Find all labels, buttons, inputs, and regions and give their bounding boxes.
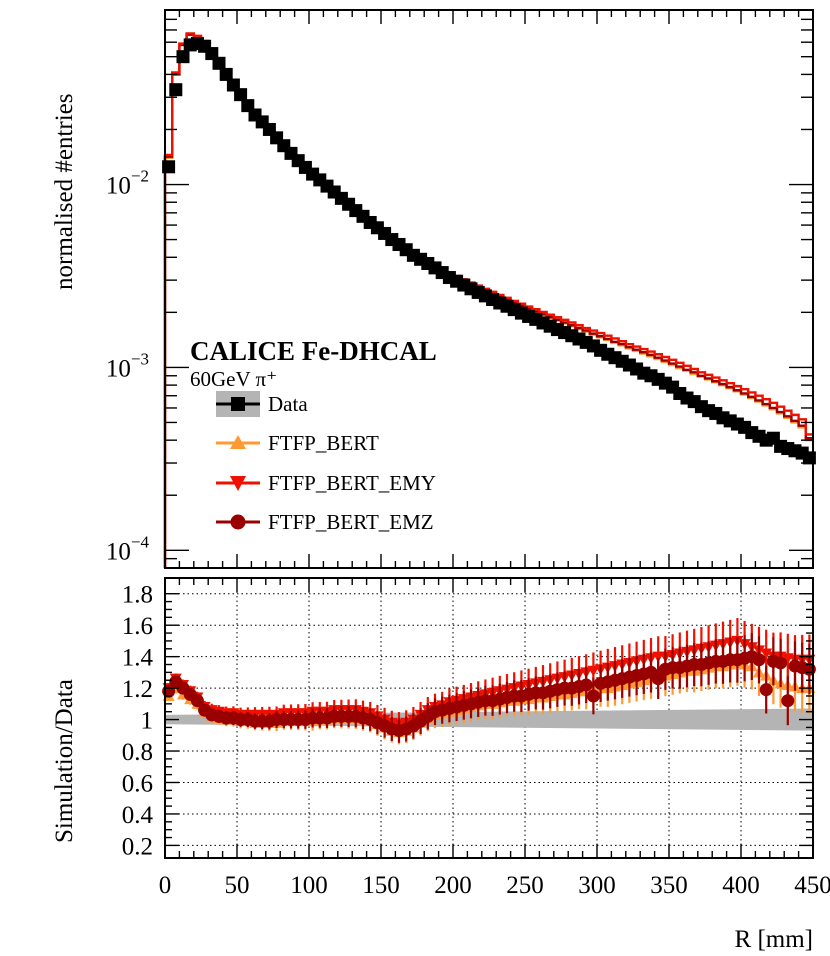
ratio-point-ftfp-bert-emz (651, 672, 665, 686)
ratio-y-tick-label: 1 (141, 708, 154, 735)
main-y-tick-label: 10−2 (106, 167, 149, 200)
ratio-y-tick-label: 0.4 (122, 802, 154, 829)
main-y-tick-label: 10−3 (106, 349, 149, 382)
main-y-axis-label: normalised #entries (51, 94, 78, 290)
legend-entries: Data FTFP_BERT FTFP_BERT_EMY FTFP_BERT_EMZ (216, 391, 436, 534)
data-point (234, 88, 248, 102)
beam-label: 60GeV π⁺ (190, 367, 277, 391)
ratio-point-ftfp-bert-emz (774, 656, 788, 670)
x-tick-label: 300 (578, 872, 616, 899)
data-point (219, 67, 233, 81)
main-panel: 10−2 10−3 10−4 normalised #entries (51, 9, 816, 569)
x-tick-label: 200 (434, 872, 472, 899)
legend-marker-data (231, 397, 245, 411)
x-tick-label: 150 (362, 872, 400, 899)
x-tick-label: 350 (650, 872, 688, 899)
legend-label-ftfp_bert_emz: FTFP_BERT_EMZ (268, 510, 434, 534)
ratio-y-tick-label: 1.6 (122, 613, 153, 640)
ratio-point-ftfp-bert-emz (586, 689, 600, 703)
x-tick-label: 50 (225, 872, 250, 899)
ratio-y-axis-label: Simulation/Data (51, 679, 78, 843)
ratio-point-ftfp-bert-emz (579, 678, 593, 692)
ratio-point-ftfp-bert-emy (587, 665, 600, 677)
legend-label-ftfp_bert_emy: FTFP_BERT_EMY (268, 471, 436, 495)
data-point (212, 56, 226, 70)
ratio-point-ftfp-bert-emz (190, 694, 204, 708)
ratio-y-tick-label: 0.6 (122, 770, 153, 797)
ratio-y-tick-label: 1.4 (122, 645, 154, 672)
x-tick-label: 100 (290, 872, 328, 899)
legend-label-data: Data (268, 392, 308, 416)
ratio-ticks-layer: 0 50 100 150 200 250 300 350 400 450 0.2 0.4 0.6 0.8 1… (122, 578, 830, 899)
ratio-point-ftfp-bert-emy (760, 648, 773, 660)
experiment-label: CALICE Fe-DHCAL (190, 336, 437, 366)
legend: CALICE Fe-DHCAL 60GeV π⁺ Data FTFP_BERT FT… (190, 336, 437, 534)
ratio-y-tick-label: 1.2 (122, 676, 153, 703)
legend-marker-ftfp_bert_emy (230, 476, 246, 491)
x-axis-label: R [mm] (735, 926, 813, 953)
legend-marker-ftfp_bert (230, 435, 246, 449)
ratio-point-ftfp-bert-emz (752, 653, 766, 667)
x-tick-label: 400 (722, 872, 760, 899)
x-tick-label: 450 (794, 872, 830, 899)
data-point (169, 83, 183, 97)
main-frame (164, 9, 814, 569)
ratio-panel: 0 50 100 150 200 250 300 350 400 450 0.2 0.4 0.6 0.8 1… (51, 577, 830, 953)
ratio-frame (164, 577, 814, 859)
x-tick-label: 0 (159, 872, 172, 899)
ratio-y-tick-label: 0.8 (122, 739, 153, 766)
main-series-layer (162, 32, 816, 568)
main-y-tick-label: 10−4 (106, 532, 150, 565)
data-point (176, 50, 190, 64)
ratio-y-tick-label: 1.8 (122, 582, 153, 609)
legend-label-ftfp_bert: FTFP_BERT (268, 431, 379, 455)
legend-marker-ftfp_bert_emz (230, 514, 246, 530)
ratio-point-ftfp-bert-emz (781, 694, 795, 708)
x-tick-label: 250 (506, 872, 544, 899)
ratio-point-ftfp-bert-emz (759, 683, 773, 697)
main-ticks-layer: 10−2 10−3 10−4 (106, 9, 814, 569)
ratio-y-tick-label: 0.2 (122, 833, 153, 860)
